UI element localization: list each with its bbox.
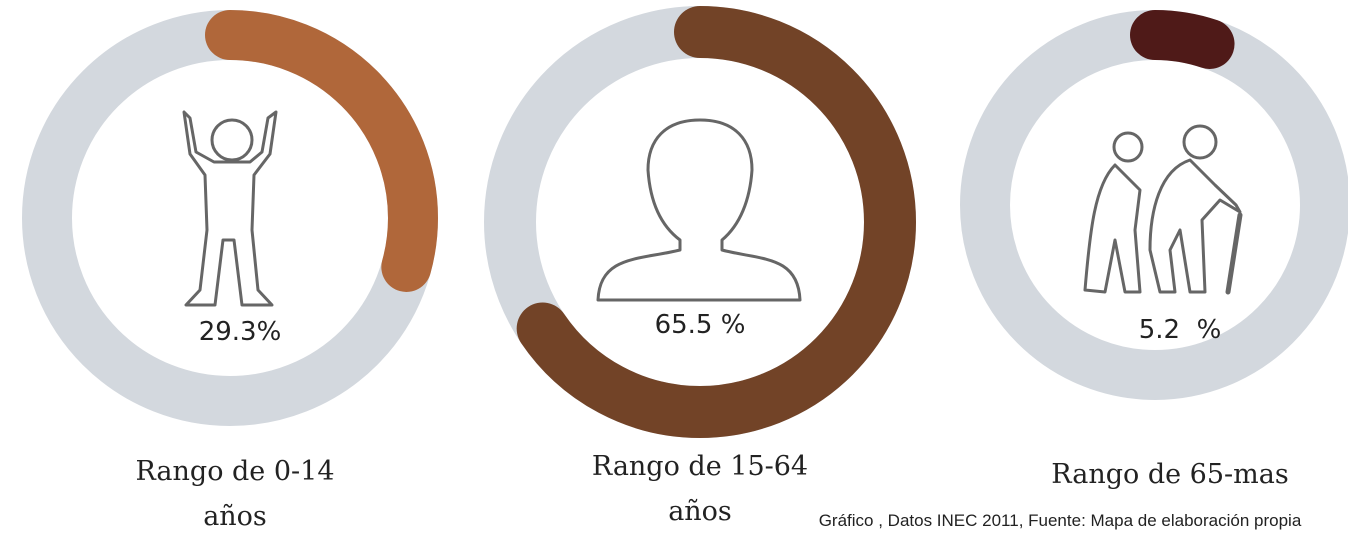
value-label: 29.3% <box>199 317 282 347</box>
category-label: Rango de 0-14 <box>135 456 334 487</box>
category-label: Rango de 15-64 <box>592 451 808 482</box>
ring-arc <box>960 10 1348 400</box>
category-label: Rango de 65-mas <box>1051 459 1288 490</box>
category-label: años <box>668 496 732 527</box>
icon-elders <box>1083 124 1243 295</box>
value-label: 65.5 % <box>655 310 746 340</box>
ring-arc <box>484 6 916 438</box>
value-label: 5.2 % <box>1139 315 1222 345</box>
ring-arc <box>22 10 438 426</box>
category-label: años <box>203 501 267 532</box>
icon-child <box>182 110 278 307</box>
source-note: Gráfico , Datos INEC 2011, Fuente: Mapa … <box>819 511 1302 530</box>
icon-adult <box>596 118 802 302</box>
